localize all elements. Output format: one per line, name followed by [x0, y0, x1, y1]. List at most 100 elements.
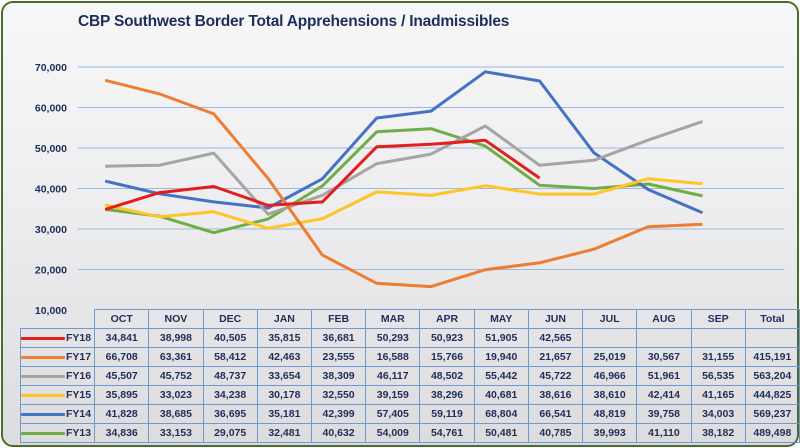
y-tick-label: 10,000 [35, 305, 67, 317]
table-cell: 40,785 [527, 423, 584, 443]
table-row: FY18 34,841 38,998 40,505 35,815 36,681 50,293… [19, 328, 800, 348]
table-cell: 40,505 [202, 328, 258, 348]
month-header: NOV [148, 309, 204, 329]
table-cell [582, 328, 638, 348]
table-cell: 34,238 [202, 385, 258, 405]
legend-label: FY15 [66, 389, 92, 401]
legend-swatch [21, 355, 65, 359]
y-tick-label: 30,000 [35, 224, 67, 236]
legend-swatch [21, 412, 65, 416]
legend-key: FY13 [19, 423, 96, 443]
table-cell: 16,588 [365, 347, 421, 367]
total-cell: 489,498 [744, 423, 800, 443]
month-header: JAN [256, 309, 312, 329]
table-cell: 38,182 [690, 423, 746, 443]
table-cell: 31,155 [690, 347, 746, 367]
legend-swatch [21, 431, 65, 435]
table-cell: 35,181 [256, 404, 312, 424]
table-row: FY15 35,895 33,023 34,238 30,178 32,550 39,159… [19, 385, 800, 405]
table-cell: 51,905 [473, 328, 529, 348]
table-cell: 42,414 [636, 385, 692, 405]
table-cell: 39,159 [365, 385, 421, 405]
table-cell: 30,178 [256, 385, 312, 405]
table-cell: 41,828 [94, 404, 150, 424]
table-cell: 33,654 [256, 366, 312, 386]
legend-label: FY18 [66, 332, 92, 344]
table-cell: 41,165 [690, 385, 746, 405]
y-tick-label: 20,000 [35, 265, 67, 277]
table-row: FY14 41,828 38,685 36,695 35,181 42,399 57,405… [19, 404, 800, 424]
table-cell: 42,399 [310, 404, 367, 424]
table-cell: 45,752 [148, 366, 204, 386]
table-cell: 34,841 [94, 328, 150, 348]
table-cell: 34,836 [94, 423, 150, 443]
table-cell: 32,481 [256, 423, 312, 443]
table-cell: 32,550 [310, 385, 367, 405]
series-line-fy14 [104, 70, 704, 215]
series-line-fy15 [104, 177, 703, 230]
total-cell: 569,237 [744, 404, 800, 424]
total-header: Total [744, 309, 800, 329]
total-cell: 415,191 [744, 347, 800, 367]
table-row: FY17 66,708 63,361 58,412 42,463 23,555 16,588… [19, 347, 800, 367]
month-header: JUL [582, 309, 638, 329]
table-cell: 41,110 [636, 423, 692, 443]
y-tick-label: 40,000 [35, 184, 67, 196]
month-header: DEC [202, 309, 258, 329]
table-cell: 40,681 [473, 385, 529, 405]
legend-label: FY14 [66, 408, 92, 420]
table-cell: 21,657 [527, 347, 584, 367]
table-cell: 35,815 [256, 328, 312, 348]
table-cell: 38,309 [310, 366, 367, 386]
legend-key: FY16 [19, 366, 96, 386]
table-cell: 38,616 [527, 385, 584, 405]
table-cell [690, 328, 746, 348]
series-line-fy16 [105, 120, 703, 216]
legend-key: FY18 [19, 328, 96, 348]
table-cell: 51,961 [636, 366, 692, 386]
month-header: AUG [636, 309, 692, 329]
table-cell: 55,442 [473, 366, 529, 386]
table-cell: 57,405 [365, 404, 421, 424]
legend-key: FY15 [19, 385, 96, 405]
table-cell: 36,695 [202, 404, 258, 424]
table-cell: 19,940 [473, 347, 529, 367]
table-cell: 58,412 [202, 347, 258, 367]
month-header: APR [419, 309, 475, 329]
table-cell: 35,895 [94, 385, 150, 405]
data-table: OCT NOV DEC JAN FEB MAR APR MAY JUN JUL … [19, 309, 800, 443]
table-row: FY16 45,507 45,752 48,737 33,654 38,309 46,117… [19, 366, 800, 386]
month-header: FEB [310, 309, 367, 329]
table-row: FY13 34,836 33,153 29,075 32,481 40,632 54,009… [19, 423, 800, 443]
table-cell: 38,685 [148, 404, 204, 424]
table-cell: 25,019 [582, 347, 638, 367]
table-cell: 68,804 [473, 404, 529, 424]
table-header-row: OCT NOV DEC JAN FEB MAR APR MAY JUN JUL … [21, 309, 800, 329]
series-line-fy13 [105, 127, 703, 235]
table-cell: 54,761 [419, 423, 475, 443]
month-header: JUN [527, 309, 584, 329]
series-line-fy18 [104, 138, 541, 211]
table-cell: 46,117 [365, 366, 421, 386]
table-cell: 48,737 [202, 366, 258, 386]
table-cell: 56,535 [690, 366, 746, 386]
table-cell: 30,567 [636, 347, 692, 367]
table-cell: 50,293 [365, 328, 421, 348]
month-header: MAR [365, 309, 421, 329]
total-cell: 563,204 [744, 366, 800, 386]
legend-key: FY17 [19, 347, 96, 367]
y-tick-label: 70,000 [35, 62, 67, 74]
y-tick-label: 60,000 [35, 103, 67, 115]
series-line-fy17 [104, 78, 703, 289]
table-cell: 23,555 [310, 347, 367, 367]
table-cell: 33,023 [148, 385, 204, 405]
table-cell: 50,923 [419, 328, 475, 348]
legend-label: FY17 [66, 351, 92, 363]
table-cell: 36,681 [310, 328, 367, 348]
legend-swatch [21, 393, 65, 397]
table-cell: 50,481 [473, 423, 529, 443]
legend-label: FY13 [66, 427, 92, 439]
legend-swatch [21, 374, 65, 378]
gridlines [78, 66, 784, 270]
